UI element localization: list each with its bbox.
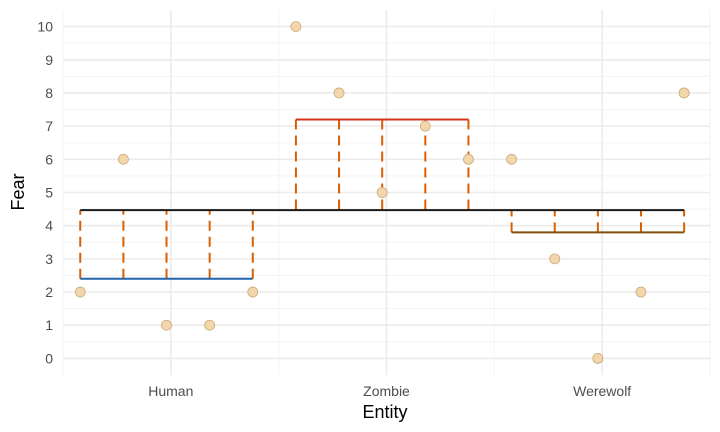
y-tick-label: 8	[45, 85, 53, 101]
data-point	[333, 87, 345, 99]
data-point	[463, 153, 474, 165]
data-point	[117, 153, 129, 165]
data-point	[247, 286, 259, 298]
x-tick-label: Werewolf	[573, 383, 631, 399]
y-tick-label: 2	[45, 284, 53, 300]
y-tick-label: 3	[45, 251, 53, 267]
y-tick-label: 6	[45, 151, 53, 167]
data-point	[161, 319, 172, 331]
y-tick-label: 5	[45, 185, 53, 201]
data-point	[74, 286, 86, 298]
y-tick-label: 1	[45, 317, 53, 333]
y-tick-label: 0	[45, 350, 53, 366]
x-tick-label: Human	[148, 383, 193, 399]
data-point	[592, 353, 604, 364]
x-tick-labels: Human Zombie Werewolf	[148, 383, 631, 399]
major-gridlines	[63, 10, 710, 375]
y-tick-label: 10	[37, 19, 53, 35]
data-point	[678, 87, 690, 99]
data-point	[419, 120, 431, 132]
y-axis-title: Fear	[8, 173, 28, 210]
x-axis-title: Entity	[362, 402, 407, 422]
x-tick-label: Zombie	[363, 383, 410, 399]
data-point	[204, 319, 216, 331]
y-tick-labels: 0 1 2 3 4 5 6 7 8 9 10	[37, 19, 53, 367]
data-point	[506, 153, 517, 165]
data-point	[376, 187, 388, 198]
data-point	[549, 253, 561, 265]
data-point	[635, 286, 647, 298]
y-tick-label: 4	[45, 218, 53, 234]
deviation-lines	[79, 119, 686, 279]
mean-lines	[80, 118, 685, 280]
data-point	[290, 21, 302, 32]
data-points	[74, 21, 690, 364]
y-tick-label: 9	[45, 52, 53, 68]
y-tick-label: 7	[45, 118, 53, 134]
